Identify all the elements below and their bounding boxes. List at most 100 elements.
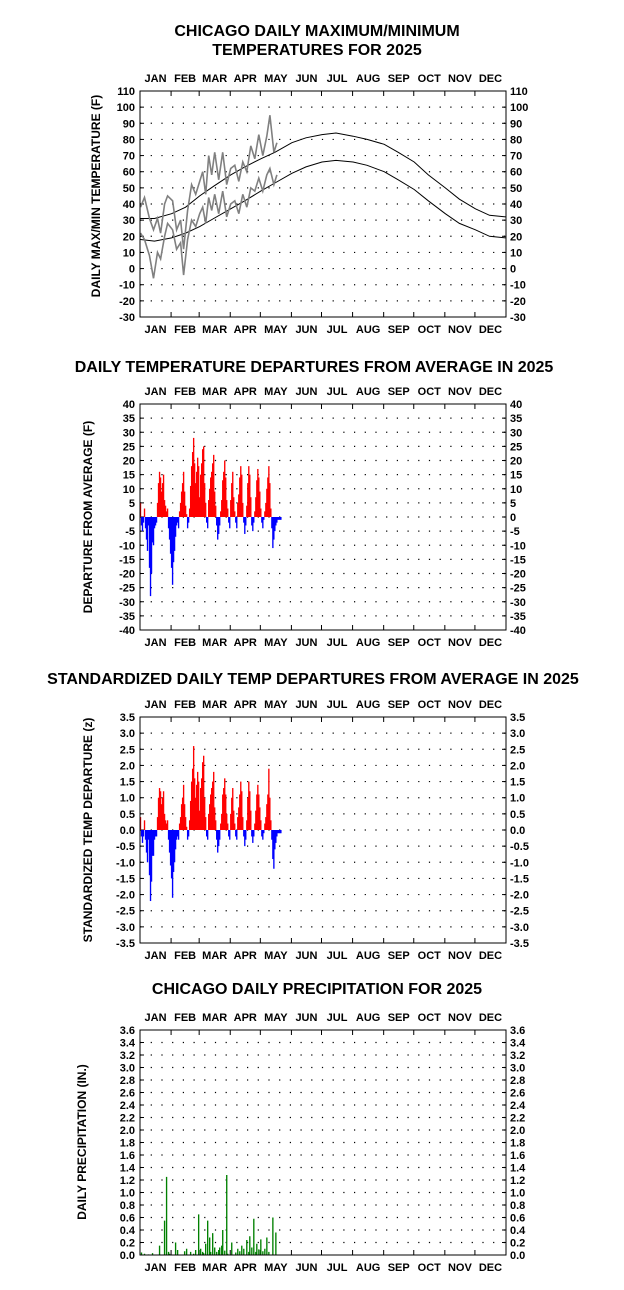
precip-bar — [140, 1252, 143, 1255]
departure-bar-negative — [176, 830, 179, 837]
departure-bar-positive — [223, 788, 225, 830]
departure-bar-negative — [274, 517, 276, 532]
departure-bar-negative — [152, 517, 155, 546]
departure-bar-positive — [265, 502, 267, 518]
departure-bar-negative — [275, 830, 277, 843]
departure-bar-negative — [252, 517, 254, 532]
departure-bar-positive — [249, 791, 251, 830]
y-axis-label: DEPARTURE FROM AVERAGE (F) — [81, 421, 95, 613]
departure-bar-positive — [225, 794, 227, 830]
departure-bar-positive — [183, 491, 186, 517]
departure-bar-negative — [276, 830, 278, 837]
precip-bar — [203, 1253, 205, 1256]
departure-bar-positive — [161, 483, 164, 517]
departure-bar-positive — [160, 491, 163, 517]
departure-bar-negative — [149, 517, 152, 597]
y-tick-label-right: -3.0 — [510, 922, 529, 934]
y-tick-label-right: -20 — [510, 569, 526, 581]
precip-bar — [253, 1218, 255, 1255]
departure-bar-negative — [146, 517, 149, 551]
y-tick-label-right: 10 — [510, 484, 522, 496]
departure-bar-positive — [157, 797, 160, 830]
y-tick-label-left: -15 — [119, 554, 135, 566]
departure-bar-positive — [239, 477, 241, 517]
y-tick-label-left: 2.6 — [120, 1088, 135, 1100]
departure-bar-positive — [156, 502, 159, 518]
y-tick-label-right: 0.6 — [510, 1213, 525, 1225]
month-label-bottom: MAY — [264, 324, 288, 336]
month-label-top: NOV — [448, 699, 473, 711]
month-label-top: MAY — [264, 73, 288, 85]
precip-bar — [231, 1242, 233, 1255]
precip-bar — [262, 1251, 264, 1255]
departure-bar-positive — [234, 823, 236, 830]
y-tick-label-right: 60 — [510, 167, 522, 179]
precip-bar — [167, 1251, 170, 1256]
departure-bar-negative — [153, 830, 156, 840]
departure-bar-negative — [146, 830, 149, 863]
departure-bar-negative — [245, 830, 247, 840]
precip-bar — [272, 1217, 274, 1255]
month-label-top: MAY — [264, 386, 288, 398]
y-tick-label-left: 0.5 — [120, 809, 135, 821]
precip-bar — [143, 1253, 146, 1255]
precip-bar — [194, 1250, 197, 1255]
departure-bar-positive — [214, 491, 216, 517]
departure-bar-negative — [149, 830, 152, 902]
y-tick-label-left: 1.2 — [120, 1175, 135, 1187]
y-tick-label-right: -1.5 — [510, 873, 529, 885]
departure-bar-positive — [191, 452, 194, 517]
y-tick-label-right: 2.0 — [510, 1125, 525, 1137]
month-label-bottom: NOV — [448, 950, 473, 962]
departure-bar-negative — [279, 830, 281, 834]
chart-title: CHICAGO DAILY PRECIPITATION FOR 2025 — [152, 981, 482, 998]
departure-bar-positive — [260, 508, 262, 517]
departure-bar-negative — [206, 830, 208, 837]
departure-bar-positive — [237, 502, 239, 518]
departure-bar-positive — [231, 483, 233, 517]
observed-high-line — [139, 115, 278, 250]
y-tick-label-right: 2.8 — [510, 1075, 525, 1087]
departure-bar-positive — [249, 474, 251, 518]
departure-bar-positive — [225, 477, 227, 517]
month-label-bottom: MAY — [264, 637, 288, 649]
precip-bar — [258, 1249, 260, 1256]
departure-bar-negative — [168, 830, 171, 853]
plot-frame — [139, 1029, 507, 1256]
precip-bar — [189, 1251, 192, 1256]
month-label-top: NOV — [448, 1012, 473, 1024]
y-tick-label-left: 1.6 — [120, 1150, 135, 1162]
departure-bar-positive — [222, 794, 224, 830]
departure-bar-negative — [187, 517, 190, 523]
month-label-top: APR — [234, 386, 257, 398]
precip-bar — [168, 1253, 171, 1255]
month-label-bottom: MAR — [202, 637, 227, 649]
departure-bar-negative — [251, 517, 253, 526]
departure-bar-positive — [179, 502, 182, 518]
departure-bar-negative — [154, 517, 157, 526]
departure-bar-positive — [242, 502, 244, 518]
y-tick-label-left: 40 — [123, 399, 135, 411]
precip-bar — [214, 1247, 216, 1255]
departure-bar-positive — [210, 794, 212, 830]
departure-bar-positive — [257, 468, 259, 517]
departure-bar-negative — [280, 517, 282, 520]
precip-bar — [246, 1240, 248, 1255]
y-tick-label-left: -35 — [119, 611, 135, 623]
y-tick-label-right: -2.5 — [510, 906, 529, 918]
month-label-bottom: JUN — [295, 637, 317, 649]
precip-bar — [243, 1248, 245, 1255]
departure-bar-negative — [141, 517, 144, 532]
departure-bar-negative — [261, 830, 263, 837]
y-tick-label-right: 3.4 — [510, 1038, 526, 1050]
y-tick-label-left: 90 — [123, 118, 135, 130]
y-tick-label-left: -2.0 — [116, 890, 135, 902]
precip-bar — [185, 1248, 188, 1255]
departure-bar-positive — [195, 784, 198, 830]
precip-bar — [227, 1253, 229, 1255]
departure-bar-positive — [190, 466, 193, 517]
departure-bar-positive — [267, 794, 269, 830]
y-tick-label-right: 0.0 — [510, 825, 525, 837]
observed-low-line — [139, 166, 278, 279]
precip-bar — [212, 1233, 214, 1256]
